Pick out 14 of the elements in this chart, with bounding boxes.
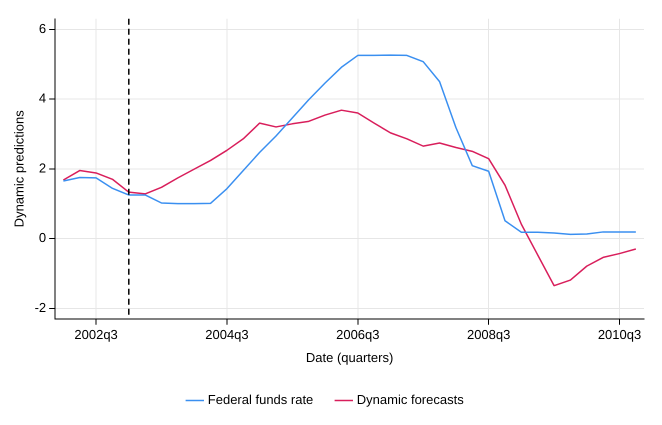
legend-label: Dynamic forecasts <box>356 392 464 408</box>
x-tick-label: 2006q3 <box>336 327 380 342</box>
legend-label: Federal funds rate <box>208 392 314 408</box>
y-axis-title: Dynamic predictions <box>11 110 26 228</box>
y-tick-label: 4 <box>38 90 46 106</box>
x-axis-title: Date (quarters) <box>306 350 394 365</box>
x-tick-label: 2002q3 <box>74 327 118 342</box>
x-tick-label: 2008q3 <box>466 327 510 342</box>
y-tick-label: 6 <box>38 20 46 36</box>
x-tick-label: 2010q3 <box>598 327 642 342</box>
y-tick-label: -2 <box>34 300 46 315</box>
x-tick-label: 2004q3 <box>205 327 249 342</box>
y-tick-label: 0 <box>38 230 46 246</box>
y-tick-label: 2 <box>38 160 46 176</box>
